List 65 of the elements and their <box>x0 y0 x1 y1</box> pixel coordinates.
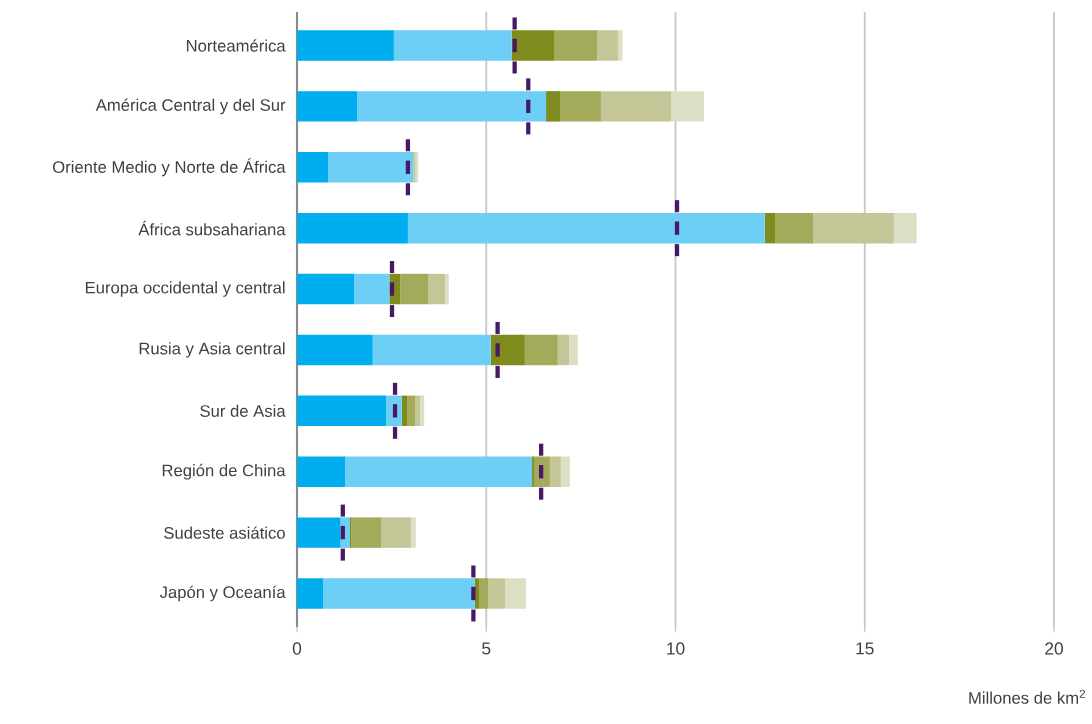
bar <box>297 152 329 183</box>
bar <box>511 30 554 61</box>
bar <box>420 395 425 427</box>
bar <box>393 30 512 61</box>
bar <box>445 273 449 305</box>
y-tick-label: Región de China <box>162 463 286 480</box>
bar <box>670 91 704 122</box>
bar <box>400 273 428 305</box>
bar <box>600 91 671 122</box>
bar <box>401 395 408 427</box>
bar <box>297 212 408 244</box>
x-axis-title: Millones de km$^{2}$ <box>969 689 1086 704</box>
y-tick-label: América Central y del Sur <box>95 98 286 115</box>
bar <box>505 578 526 609</box>
x-tick-label: 15 <box>856 642 874 655</box>
bar <box>813 212 894 244</box>
bar <box>410 517 416 548</box>
bar <box>427 273 445 305</box>
bar <box>345 456 533 487</box>
bar <box>557 334 570 366</box>
bar <box>490 334 525 366</box>
y-tick-label: Rusia y Asia central <box>139 342 285 358</box>
bar <box>407 212 765 244</box>
bar <box>297 456 346 487</box>
bar <box>617 30 623 61</box>
bar <box>415 395 421 427</box>
bar <box>297 273 355 305</box>
y-tick-label: África subsahariana <box>138 220 286 236</box>
y-tick-label: Oriente Medio y Norte de África <box>52 158 286 177</box>
bar <box>351 517 382 548</box>
bar <box>407 395 416 427</box>
bar <box>297 91 358 122</box>
y-tick-label: Norteamérica <box>186 39 286 52</box>
bar <box>297 334 373 366</box>
y-tick-label: Sudeste asiático <box>164 526 285 539</box>
y-tick-label: Sur de Asia <box>200 404 286 417</box>
bar <box>893 212 917 244</box>
x-tick-label: 5 <box>482 642 491 655</box>
bar <box>297 30 394 61</box>
x-tick-label: 20 <box>1045 642 1063 655</box>
bar <box>354 273 390 305</box>
bar <box>549 456 561 487</box>
bar <box>479 578 489 609</box>
bar <box>560 456 570 487</box>
bar <box>554 30 598 61</box>
bar <box>328 152 414 183</box>
bar <box>524 334 558 366</box>
bar <box>597 30 618 61</box>
bar <box>764 212 776 244</box>
bar <box>775 212 814 244</box>
bar <box>323 578 475 609</box>
bar <box>569 334 578 366</box>
y-tick-label: Japón y Oceanía <box>159 585 286 602</box>
bar <box>488 578 506 609</box>
bar <box>357 91 547 122</box>
bar <box>297 517 341 548</box>
bar <box>297 395 386 427</box>
bar <box>297 578 324 609</box>
bar <box>381 517 411 548</box>
bar <box>546 91 561 122</box>
bar <box>560 91 601 122</box>
x-tick-label: 10 <box>667 642 685 655</box>
y-tick-label: Europa occidental y central <box>85 281 285 297</box>
x-tick-label: 0 <box>292 642 302 655</box>
bar <box>372 334 491 366</box>
